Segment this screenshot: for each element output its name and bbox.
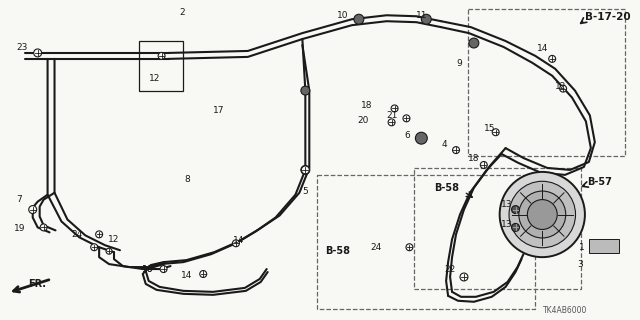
Circle shape (406, 244, 413, 251)
Text: 9: 9 (456, 59, 462, 68)
Text: 12: 12 (108, 235, 120, 244)
Text: 24: 24 (72, 230, 83, 239)
Circle shape (511, 206, 520, 213)
Text: 14: 14 (538, 44, 548, 53)
Circle shape (460, 273, 468, 281)
Bar (414, 168, 581, 289)
Bar (468, 9, 625, 156)
Circle shape (403, 115, 410, 122)
Text: 4: 4 (441, 140, 447, 148)
Text: 14: 14 (181, 271, 193, 281)
Circle shape (95, 231, 102, 238)
Circle shape (511, 223, 520, 231)
Text: 12: 12 (555, 82, 566, 91)
Text: 2: 2 (179, 8, 185, 17)
Text: 11: 11 (417, 11, 428, 20)
Circle shape (91, 244, 98, 251)
Text: 1: 1 (579, 243, 585, 252)
Text: 6: 6 (404, 131, 410, 140)
Circle shape (519, 191, 566, 238)
Text: 19: 19 (14, 224, 26, 233)
Text: 18: 18 (361, 101, 372, 110)
Text: 16: 16 (142, 265, 153, 274)
Circle shape (452, 147, 460, 154)
Circle shape (421, 14, 431, 24)
Circle shape (40, 224, 47, 231)
Text: 16: 16 (142, 265, 153, 274)
Text: 21: 21 (387, 111, 398, 120)
Text: 23: 23 (16, 44, 28, 52)
Circle shape (354, 14, 364, 24)
Circle shape (200, 270, 207, 277)
Circle shape (106, 248, 112, 254)
Circle shape (301, 165, 310, 174)
Circle shape (160, 266, 167, 273)
Circle shape (232, 240, 239, 247)
Bar (317, 175, 535, 309)
Circle shape (158, 52, 165, 60)
Text: 5: 5 (302, 187, 308, 196)
Text: 24: 24 (371, 243, 382, 252)
Text: FR.: FR. (28, 279, 45, 289)
Text: TK4AB6000: TK4AB6000 (543, 306, 588, 315)
Circle shape (415, 132, 428, 144)
Circle shape (388, 119, 395, 126)
Text: B-57: B-57 (587, 177, 612, 187)
Circle shape (509, 181, 575, 248)
Text: 20: 20 (357, 116, 368, 125)
Text: 17: 17 (213, 106, 225, 115)
Text: 12: 12 (148, 74, 160, 83)
Circle shape (480, 162, 487, 168)
Text: 10: 10 (337, 11, 349, 20)
Circle shape (527, 200, 557, 229)
Circle shape (469, 38, 479, 48)
Text: 3: 3 (577, 260, 583, 268)
Circle shape (391, 105, 398, 112)
Bar (589, 239, 619, 253)
Text: B-58: B-58 (325, 246, 350, 256)
Text: 13: 13 (500, 200, 512, 209)
Text: 15: 15 (484, 124, 495, 133)
Circle shape (301, 166, 309, 174)
Text: B-17-20: B-17-20 (585, 12, 630, 22)
Circle shape (559, 85, 566, 92)
Text: 8: 8 (184, 175, 190, 184)
Text: 18: 18 (468, 154, 479, 163)
Bar (139, 41, 184, 91)
Circle shape (34, 49, 42, 57)
Circle shape (29, 206, 36, 213)
Text: 7: 7 (16, 195, 22, 204)
Circle shape (492, 129, 499, 136)
Circle shape (548, 55, 556, 62)
Text: 22: 22 (444, 265, 456, 274)
Text: 13: 13 (500, 220, 512, 229)
Circle shape (301, 86, 310, 95)
Text: 14: 14 (233, 236, 244, 245)
Circle shape (500, 172, 585, 257)
Text: B-58: B-58 (434, 183, 460, 193)
